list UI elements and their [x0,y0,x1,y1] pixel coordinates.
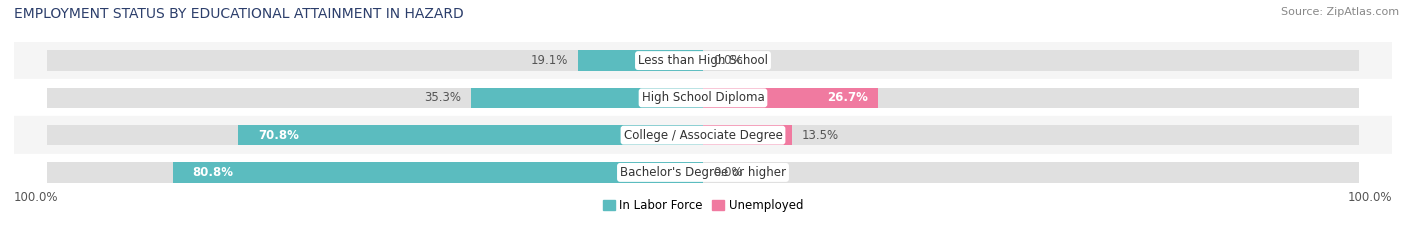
Bar [703,125,792,145]
Text: High School Diploma: High School Diploma [641,91,765,104]
Bar [703,88,1360,108]
Text: Source: ZipAtlas.com: Source: ZipAtlas.com [1281,7,1399,17]
Text: College / Associate Degree: College / Associate Degree [624,129,782,142]
Text: 13.5%: 13.5% [801,129,838,142]
Text: 100.0%: 100.0% [1347,191,1392,204]
Bar [14,116,1392,154]
Text: EMPLOYMENT STATUS BY EDUCATIONAL ATTAINMENT IN HAZARD: EMPLOYMENT STATUS BY EDUCATIONAL ATTAINM… [14,7,464,21]
Bar [471,88,703,108]
Bar [14,79,1392,116]
Text: 100.0%: 100.0% [14,191,59,204]
Bar [173,162,703,183]
Bar [239,125,703,145]
Text: Less than High School: Less than High School [638,54,768,67]
Bar [46,125,703,145]
Bar [14,42,1392,79]
Bar [14,154,1392,191]
Text: 19.1%: 19.1% [530,54,568,67]
Text: 80.8%: 80.8% [193,166,233,179]
Bar [578,50,703,71]
Text: 70.8%: 70.8% [259,129,299,142]
Bar [46,162,703,183]
Bar [703,50,1360,71]
Bar [703,88,879,108]
Text: 26.7%: 26.7% [828,91,869,104]
Bar [703,162,1360,183]
Text: 0.0%: 0.0% [713,54,742,67]
Text: 0.0%: 0.0% [713,166,742,179]
Text: Bachelor's Degree or higher: Bachelor's Degree or higher [620,166,786,179]
Bar [46,88,703,108]
Text: 35.3%: 35.3% [425,91,461,104]
Legend: In Labor Force, Unemployed: In Labor Force, Unemployed [603,199,803,212]
Bar [46,50,703,71]
Bar [703,125,1360,145]
